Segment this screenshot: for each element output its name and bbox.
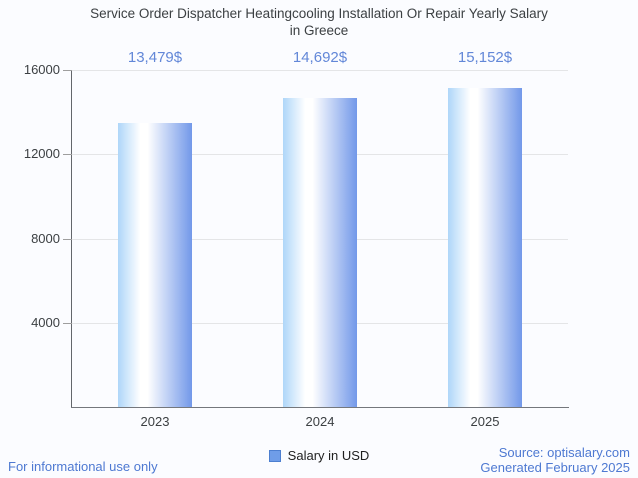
value-label-2023: 13,479$ bbox=[127, 49, 183, 66]
y-tick-4000 bbox=[63, 323, 72, 324]
gridline-16000 bbox=[72, 70, 568, 71]
source-block: Source: optisalary.com Generated Februar… bbox=[480, 445, 630, 475]
value-label-2025: 15,152$ bbox=[457, 49, 513, 66]
x-tick-label-2025: 2025 bbox=[470, 414, 500, 429]
value-label-2024: 14,692$ bbox=[292, 49, 348, 66]
chart-title-line1: Service Order Dispatcher Heatingcooling … bbox=[90, 6, 548, 21]
y-tick-12000 bbox=[63, 154, 72, 155]
x-axis-line bbox=[71, 407, 569, 408]
legend-swatch-icon bbox=[268, 449, 281, 462]
y-tick-label-4000: 4000 bbox=[31, 315, 60, 330]
x-tick-label-2023: 2023 bbox=[140, 414, 170, 429]
bar-2024[interactable] bbox=[283, 98, 357, 407]
chart-title-line2: in Greece bbox=[289, 23, 349, 38]
legend-label: Salary in USD bbox=[287, 448, 370, 463]
disclaimer-text: For informational use only bbox=[8, 459, 158, 474]
y-tick-8000 bbox=[63, 239, 72, 240]
plot-area: 4000 8000 12000 16000 13,479$ 2023 14,692$ 2024… bbox=[24, 49, 569, 429]
bar-2023[interactable] bbox=[118, 123, 192, 407]
y-tick-label-16000: 16000 bbox=[23, 62, 60, 77]
y-tick-label-12000: 12000 bbox=[23, 146, 60, 161]
legend[interactable]: Salary in USD bbox=[0, 448, 638, 463]
generated-text: Generated February 2025 bbox=[480, 460, 630, 475]
x-tick-label-2024: 2024 bbox=[305, 414, 335, 429]
bar-2025[interactable] bbox=[448, 88, 522, 407]
y-tick-16000 bbox=[63, 70, 72, 71]
source-text: Source: optisalary.com bbox=[498, 445, 630, 460]
chart-title: Service Order Dispatcher Heatingcooling … bbox=[0, 5, 638, 39]
y-tick-label-8000: 8000 bbox=[31, 231, 60, 246]
